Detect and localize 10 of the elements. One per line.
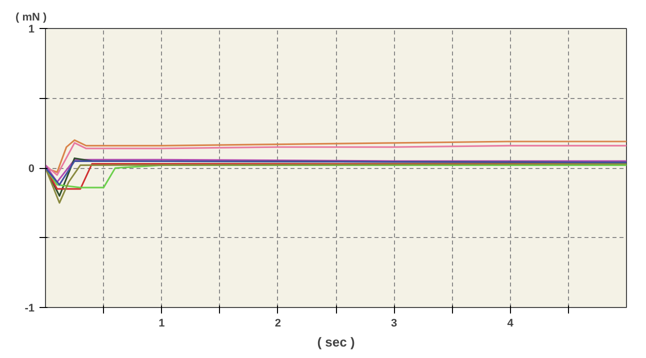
x-tick-label: 1 [158, 318, 165, 330]
y-tick-label: -1 [24, 302, 34, 314]
x-tick-label: 4 [507, 318, 514, 330]
x-tick-label: 2 [274, 318, 281, 330]
x-tick-label: 3 [391, 318, 398, 330]
y-axis-title: ( mN ) [16, 12, 47, 24]
line-series [46, 163, 626, 204]
y-tick-label: 0 [28, 163, 35, 175]
x-axis-title: ( sec ) [317, 334, 355, 350]
y-tick-label: 1 [28, 24, 35, 36]
